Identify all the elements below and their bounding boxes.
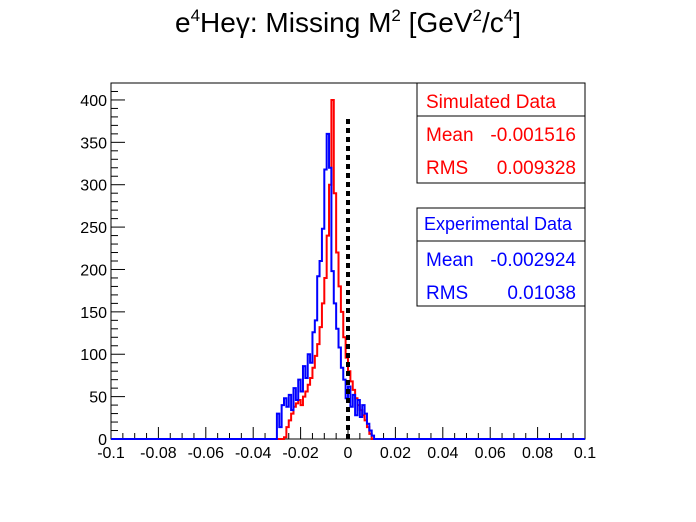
y-tick-label: 50 — [89, 390, 107, 407]
chart-title: e4Heγ: Missing M2 [GeV2/c4] — [175, 6, 521, 38]
y-tick-label: 200 — [80, 262, 107, 279]
y-tick-labels: 0 50 100 150 200 250 300 350 400 — [80, 93, 107, 449]
stats-simulated-mean-label: Mean — [426, 125, 474, 146]
x-tick-label: -0.02 — [282, 445, 319, 462]
x-tick-label: -0.04 — [235, 445, 272, 462]
stats-simulated-rms-label: RMS — [426, 158, 468, 179]
stats-simulated-rms-value: 0.009328 — [497, 158, 576, 179]
stats-box-simulated: Simulated Data Mean -0.001516 RMS 0.0093… — [416, 82, 586, 184]
x-tick-label: -0.06 — [188, 445, 225, 462]
x-tick-label: -0.08 — [140, 445, 177, 462]
stats-experimental-mean-value: -0.002924 — [490, 250, 576, 271]
stats-simulated-heading: Simulated Data — [426, 92, 556, 113]
y-tick-label: 250 — [80, 220, 107, 237]
stats-experimental-mean-label: Mean — [426, 250, 474, 271]
stats-box-experimental: Experimental Data Mean -0.002924 RMS 0.0… — [416, 207, 586, 307]
stats-box-simulated-header — [416, 82, 586, 117]
y-tick-label: 0 — [98, 432, 107, 449]
y-tick-label: 350 — [80, 135, 107, 152]
histogram-series — [111, 98, 585, 440]
stats-box-simulated-body — [416, 115, 586, 184]
x-tick-label: 0.1 — [574, 445, 596, 462]
stats-experimental-rms-label: RMS — [426, 283, 468, 304]
series-experimental-line — [111, 132, 585, 440]
x-tick-label: 0.04 — [427, 445, 458, 462]
y-tick-label: 300 — [80, 178, 107, 195]
stats-box-experimental-body — [416, 240, 586, 307]
y-tick-label: 100 — [80, 347, 107, 364]
y-tick-label: 400 — [80, 93, 107, 110]
x-tick-label: -0.1 — [97, 445, 125, 462]
stats-box-experimental-header — [416, 207, 586, 242]
x-tick-label: 0 — [344, 445, 353, 462]
x-tick-labels: -0.1 -0.08 -0.06 -0.04 -0.02 0 0.02 0.04 0.06 0.0… — [97, 445, 596, 462]
stats-experimental-rms-value: 0.01038 — [507, 283, 576, 304]
stats-experimental-heading: Experimental Data — [424, 214, 573, 234]
x-tick-label: 0.02 — [380, 445, 411, 462]
y-tick-label: 150 — [80, 305, 107, 322]
x-tick-label: 0.06 — [475, 445, 506, 462]
stats-simulated-mean-value: -0.001516 — [490, 125, 576, 146]
x-tick-label: 0.08 — [522, 445, 553, 462]
